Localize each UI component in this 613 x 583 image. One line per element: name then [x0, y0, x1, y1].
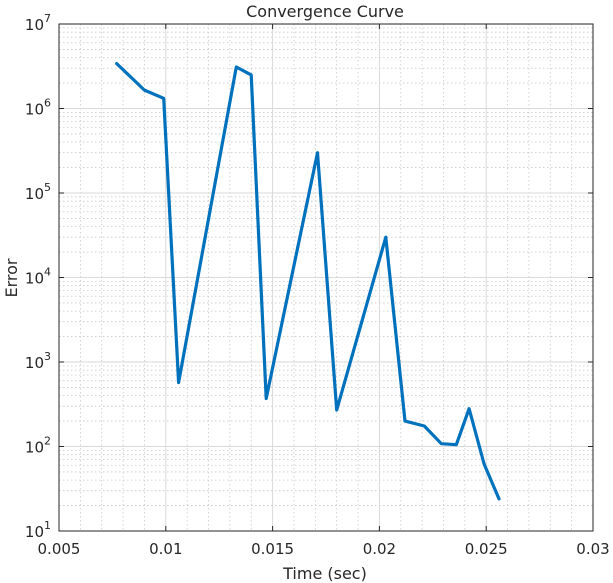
y-tick-label: 103 [25, 350, 51, 372]
y-tick-label: 105 [25, 181, 51, 203]
x-tick-label: 0.025 [465, 540, 508, 558]
y-axis-label: Error [2, 258, 21, 297]
grid [58, 23, 594, 532]
y-tick-label: 107 [25, 12, 51, 34]
y-tick-label: 104 [25, 266, 51, 288]
axes [58, 23, 594, 532]
tick-labels: 0.005 0.01 0.015 0.02 0.025 0.03 101 102 103 104 1… [25, 12, 610, 558]
series-layer [115, 61, 501, 501]
x-tick-label: 0.005 [38, 540, 81, 558]
x-tick-label: 0.03 [576, 540, 609, 558]
x-tick-label: 0.02 [363, 540, 396, 558]
chart-title: Convergence Curve [246, 2, 404, 21]
y-tick-label: 101 [25, 519, 51, 541]
x-tick-label: 0.01 [149, 540, 182, 558]
y-tick-label: 102 [25, 435, 51, 457]
y-tick-label: 106 [25, 97, 51, 119]
x-tick-label: 0.015 [251, 540, 294, 558]
x-axis-label: Time (sec) [282, 564, 367, 583]
